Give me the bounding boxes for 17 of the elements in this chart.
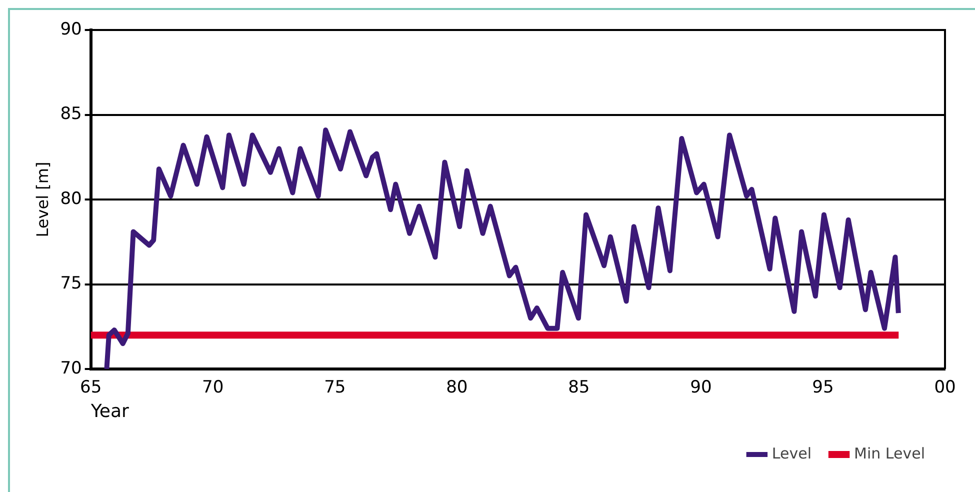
y-tick-label: 80 [60, 188, 82, 209]
x-tick-label: 80 [446, 378, 468, 398]
y-axis-title: Level [m] [32, 162, 52, 238]
x-tick-label: 65 [80, 378, 102, 398]
x-tick-label: 00 [934, 378, 956, 398]
x-tick-label: 85 [568, 378, 590, 398]
x-tick-label: 90 [690, 378, 712, 398]
y-tick-label: 75 [60, 274, 82, 294]
legend-label: Min Level [854, 444, 926, 462]
y-tick-label: 90 [60, 19, 82, 40]
legend-label: Level [772, 444, 812, 462]
x-tick-label: 95 [812, 378, 834, 398]
x-axis-title: Year [90, 400, 130, 422]
y-tick-label: 70 [60, 358, 82, 378]
x-tick-label: 70 [202, 378, 224, 398]
x-tick-label: 75 [324, 378, 346, 398]
y-tick-label: 85 [60, 104, 82, 124]
